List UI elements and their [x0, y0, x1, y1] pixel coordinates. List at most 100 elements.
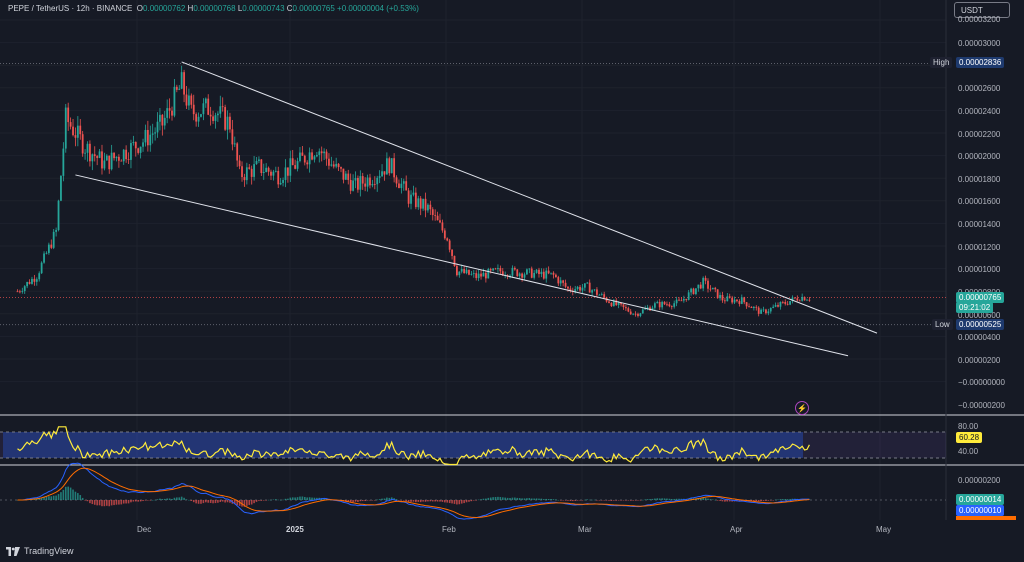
- candle-body: [47, 244, 50, 253]
- candle-body: [202, 103, 205, 115]
- candle-body: [81, 134, 84, 154]
- macd-histogram-bar: [171, 498, 173, 500]
- candle-body: [511, 267, 514, 276]
- candle-body: [219, 106, 222, 114]
- candle-body: [786, 303, 789, 305]
- macd-histogram-bar: [265, 500, 267, 501]
- macd-histogram-bar: [791, 498, 794, 500]
- time-tick: Feb: [442, 525, 456, 534]
- candle-body: [366, 177, 369, 187]
- candle-body: [564, 282, 567, 287]
- macd-histogram-bar: [448, 500, 451, 504]
- candle-body: [226, 116, 229, 130]
- candle-body: [335, 163, 338, 167]
- macd-histogram-bar: [272, 499, 275, 501]
- candle-body: [709, 288, 712, 290]
- macd-histogram-bar: [190, 500, 193, 501]
- macd-histogram-bar: [163, 498, 166, 500]
- candle-body: [105, 155, 108, 161]
- candle-body: [250, 168, 253, 177]
- candle-body: [627, 308, 630, 312]
- candle-body: [328, 158, 330, 166]
- macd-histogram-bar: [173, 497, 176, 500]
- macd-histogram-bar: [48, 496, 50, 500]
- macd-histogram-bar: [159, 498, 161, 500]
- candle-body: [530, 268, 533, 278]
- candle-body: [658, 301, 661, 308]
- candle-body: [673, 303, 676, 307]
- currency-button[interactable]: USDT: [954, 2, 1010, 18]
- macd-histogram-bar: [36, 498, 38, 500]
- macd-histogram-bar: [91, 500, 94, 505]
- price-tick: −0.00000200: [958, 401, 1005, 410]
- candle-body: [212, 116, 214, 121]
- candle-body: [21, 291, 24, 292]
- candle-body: [552, 272, 555, 275]
- macd-histogram-bar: [726, 500, 729, 502]
- macd-histogram-bar: [371, 500, 374, 501]
- brand-logo[interactable]: TradingView: [6, 546, 74, 556]
- macd-histogram-bar: [431, 500, 434, 502]
- candle-body: [653, 303, 656, 308]
- macd-histogram-bar: [270, 499, 272, 501]
- candle-body: [40, 262, 43, 274]
- macd-histogram-bar: [782, 499, 784, 500]
- macd-histogram-bar: [608, 500, 610, 501]
- candle-body: [431, 209, 434, 215]
- macd-histogram-bar: [690, 498, 692, 500]
- macd-histogram-bar: [134, 500, 137, 502]
- macd-histogram-bar: [463, 500, 465, 504]
- candle-body: [248, 167, 251, 169]
- macd-histogram-bar: [564, 500, 567, 501]
- candle-body: [697, 284, 700, 289]
- macd-histogram-bar: [617, 500, 620, 501]
- macd-histogram-bar: [417, 500, 420, 502]
- macd-histogram-bar: [279, 499, 282, 501]
- macd-histogram-bar: [412, 500, 415, 502]
- macd-histogram-bar: [724, 500, 726, 502]
- candle-body: [608, 301, 610, 303]
- candle-body: [72, 126, 74, 136]
- candle-body: [282, 179, 284, 183]
- candle-body: [325, 151, 328, 159]
- candle-body: [458, 271, 461, 276]
- candle-body: [752, 306, 755, 309]
- candle-body: [188, 95, 190, 106]
- macd-histogram-bar: [675, 498, 678, 500]
- macd-histogram-bar: [238, 500, 241, 506]
- macd-histogram-bar: [666, 498, 668, 500]
- candle-body: [262, 171, 265, 174]
- candle-body: [101, 151, 103, 169]
- candle-body: [55, 230, 58, 232]
- candle-body: [388, 158, 391, 174]
- macd-histogram-bar: [229, 500, 231, 503]
- candle-body: [270, 171, 272, 176]
- macd-histogram-bar: [786, 499, 789, 500]
- change-value: +0.00000004 (+0.53%): [337, 4, 419, 13]
- macd-histogram-bar: [400, 500, 403, 501]
- candle-body: [342, 168, 345, 180]
- macd-histogram-bar: [202, 500, 205, 504]
- candle-body: [559, 280, 562, 284]
- macd-histogram-bar: [402, 500, 405, 501]
- macd-histogram-bar: [719, 500, 721, 501]
- candle-body: [376, 177, 379, 185]
- macd-histogram-bar: [714, 499, 717, 501]
- candle-body: [168, 108, 171, 111]
- open-label: O: [136, 4, 144, 13]
- rsi-band-fill: [3, 432, 803, 458]
- candle-body: [644, 308, 647, 310]
- lightning-icon[interactable]: ⚡: [795, 401, 809, 415]
- candle-body: [769, 307, 772, 312]
- candle-body: [190, 95, 193, 105]
- signal-line: [17, 467, 810, 519]
- open-value: 0.00000762: [143, 4, 186, 13]
- macd-histogram-bar: [258, 500, 260, 501]
- macd-histogram-bar: [390, 497, 393, 500]
- macd-histogram-bar: [629, 500, 632, 501]
- candle-body: [236, 143, 239, 161]
- candle-body: [117, 156, 120, 161]
- macd-histogram-bar: [383, 498, 386, 500]
- candle-body: [412, 192, 415, 195]
